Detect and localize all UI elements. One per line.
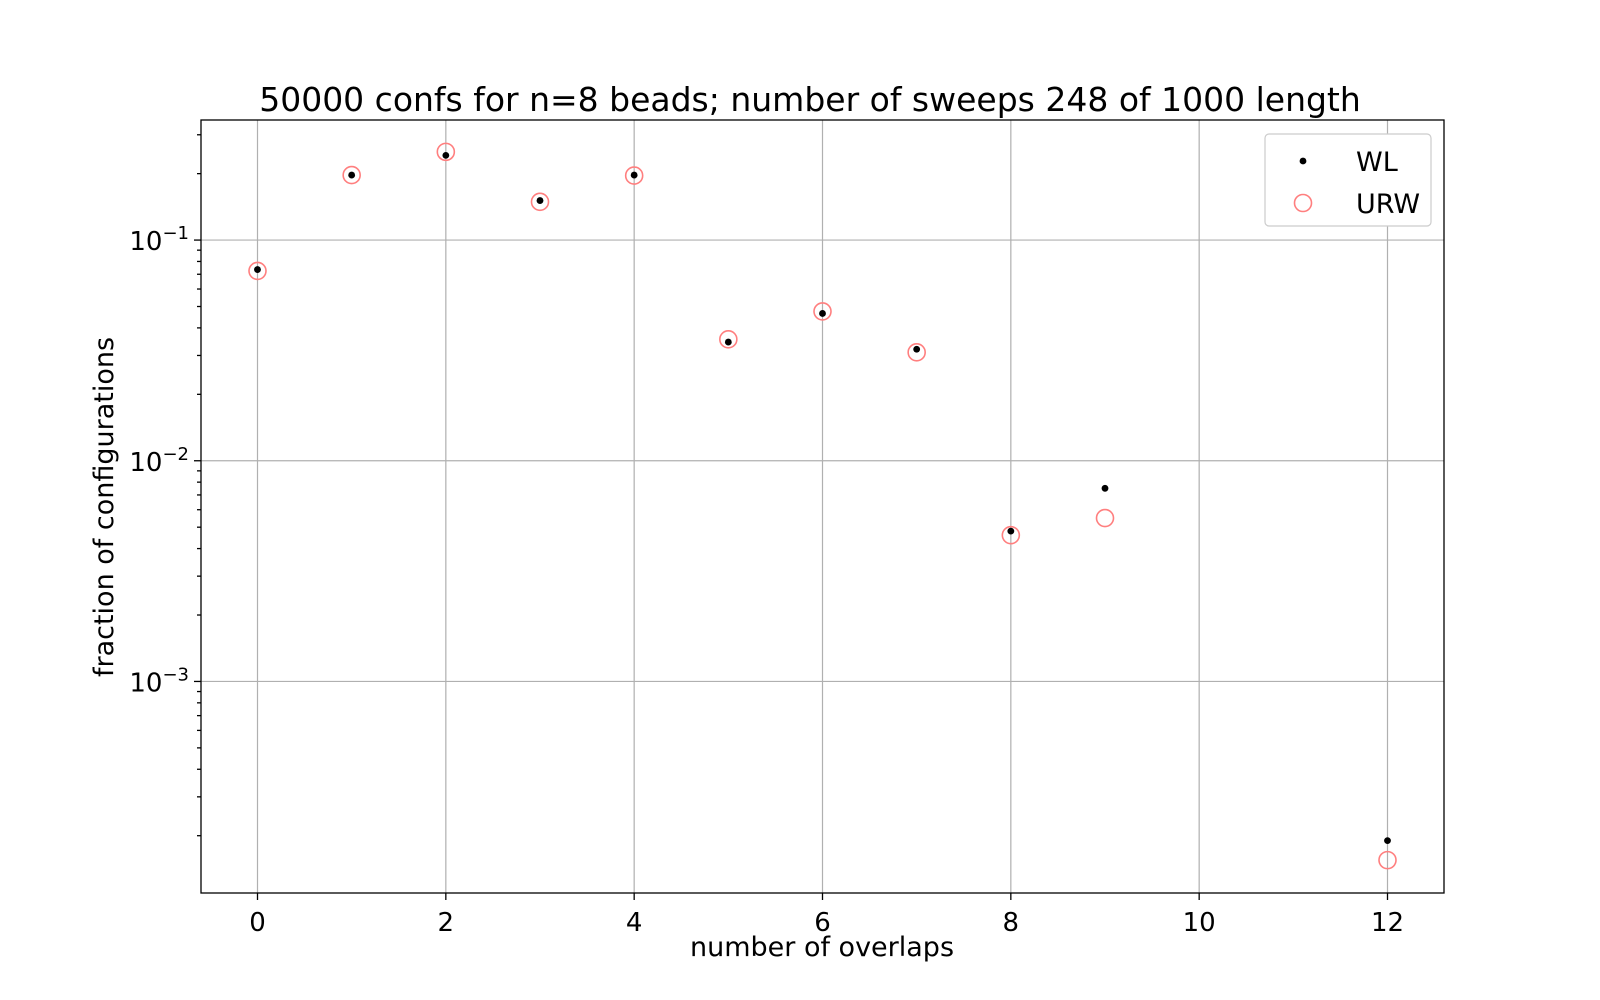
y-tick-label: 10−2 [129,444,189,478]
wl-point [1101,484,1109,492]
urw-point [1378,850,1397,870]
wl-point [1007,527,1015,535]
urw-point [436,142,456,162]
y-axis-ticks: 10−3 10−2 10−1 [129,134,201,837]
x-tick-label: 0 [249,908,266,938]
x-tick-label: 10 [1183,908,1216,938]
legend-box [1264,133,1432,227]
wl-point [630,171,638,179]
y-tick-label: 10−3 [129,664,189,698]
urw-point [624,166,644,185]
urw-point [342,165,361,185]
legend-wl-marker [1299,157,1307,165]
wl-point [442,151,450,159]
legend-label: WL [1356,147,1398,178]
grid-lines [201,120,1444,893]
legend-urw-marker [1293,193,1313,213]
urw-point [719,330,738,349]
y-axis-label: fraction of configurations [89,337,120,677]
x-tick-label: 2 [438,908,455,938]
wl-point [536,197,544,204]
x-tick-label: 6 [814,908,831,938]
x-axis-label: number of overlaps [690,932,954,963]
x-tick-label: 8 [1003,908,1020,938]
wl-point [254,266,261,273]
legend: WL URW [1264,133,1432,227]
wl-point [348,171,356,179]
x-tick-label: 4 [626,908,643,938]
x-axis-ticks: 0 2 4 6 8 10 12 [249,893,1404,938]
legend-label: URW [1356,189,1420,220]
x-tick-label: 12 [1371,908,1404,938]
urw-point [530,192,550,212]
chart-title: 50000 confs for n=8 beads; number of swe… [259,80,1361,119]
urw-point [248,261,267,281]
wl-point [819,310,826,317]
urw-point [813,302,832,321]
wl-point [724,338,732,346]
urw-point [1001,525,1021,545]
urw-point [1095,508,1115,528]
wl-point [913,345,921,353]
y-tick-label: 10−1 [129,223,189,257]
urw-point [907,343,926,362]
data-marks [248,142,1397,870]
wl-point [1384,837,1391,845]
